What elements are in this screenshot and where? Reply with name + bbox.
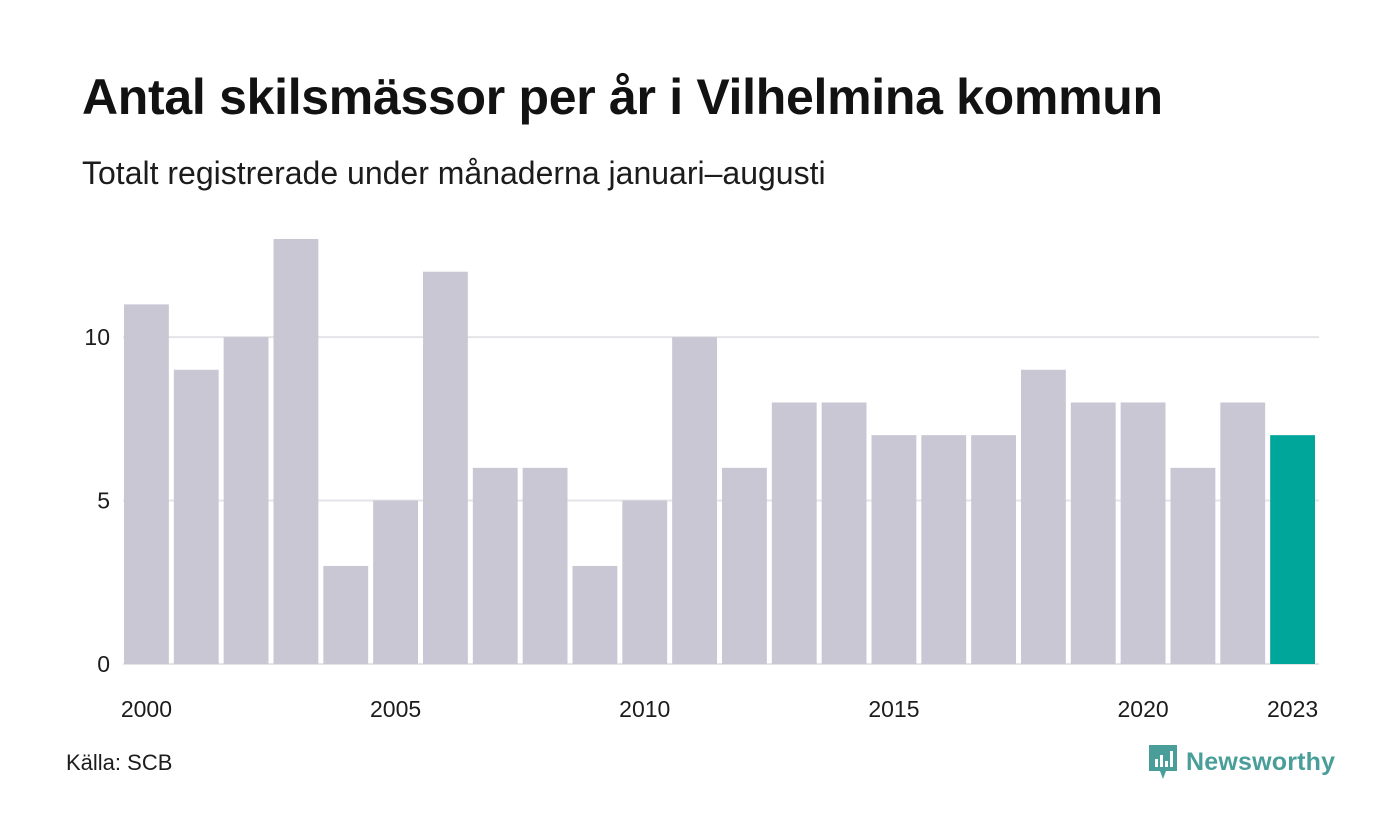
bar-2022: [1220, 402, 1266, 664]
bar-chart: 0 5 10 2000 2005 2010 2015 2020 2023: [84, 239, 1319, 722]
bar-2010: [622, 500, 668, 664]
brand-logo: Newsworthy: [1147, 742, 1335, 782]
newsworthy-logo-icon: [1149, 745, 1177, 779]
bar-2008: [522, 467, 568, 664]
bar-2003: [273, 239, 319, 664]
bar-2006: [423, 271, 468, 664]
bar-2018: [1021, 369, 1066, 664]
chart-title: Antal skilsmässor per år i Vilhelmina ko…: [82, 69, 1163, 125]
bar-2020: [1120, 402, 1166, 664]
bar-2011: [672, 337, 717, 664]
brand-name: Newsworthy: [1186, 747, 1336, 776]
y-tick-label: 0: [97, 651, 110, 677]
bar-2017: [971, 435, 1016, 664]
bar-2009: [572, 565, 618, 664]
bar-2016: [921, 435, 967, 664]
bar-2000: [124, 304, 169, 664]
x-tick-label: 2000: [121, 696, 172, 722]
bar-2004: [323, 565, 369, 664]
source-note: Källa: SCB: [66, 750, 173, 775]
chart-subtitle: Totalt registrerade under månaderna janu…: [82, 155, 826, 191]
y-tick-label: 5: [97, 488, 110, 514]
x-tick-label: 2010: [619, 696, 670, 722]
bar-2007: [472, 467, 518, 664]
bar-2001: [173, 369, 219, 664]
bar-2019: [1070, 402, 1116, 664]
bar-2002: [223, 337, 269, 664]
bar-2005: [373, 500, 418, 664]
x-tick-label: 2023: [1267, 696, 1318, 722]
x-tick-label: 2020: [1117, 696, 1168, 722]
x-tick-label: 2005: [370, 696, 421, 722]
bar-2012: [722, 467, 767, 664]
x-tick-label: 2015: [868, 696, 919, 722]
y-tick-label: 10: [84, 324, 110, 350]
bar-2014: [821, 402, 867, 664]
bar-2013: [771, 402, 817, 664]
bar-2021: [1170, 467, 1216, 664]
bar-2015: [871, 435, 917, 664]
bar-2023: [1270, 435, 1315, 664]
